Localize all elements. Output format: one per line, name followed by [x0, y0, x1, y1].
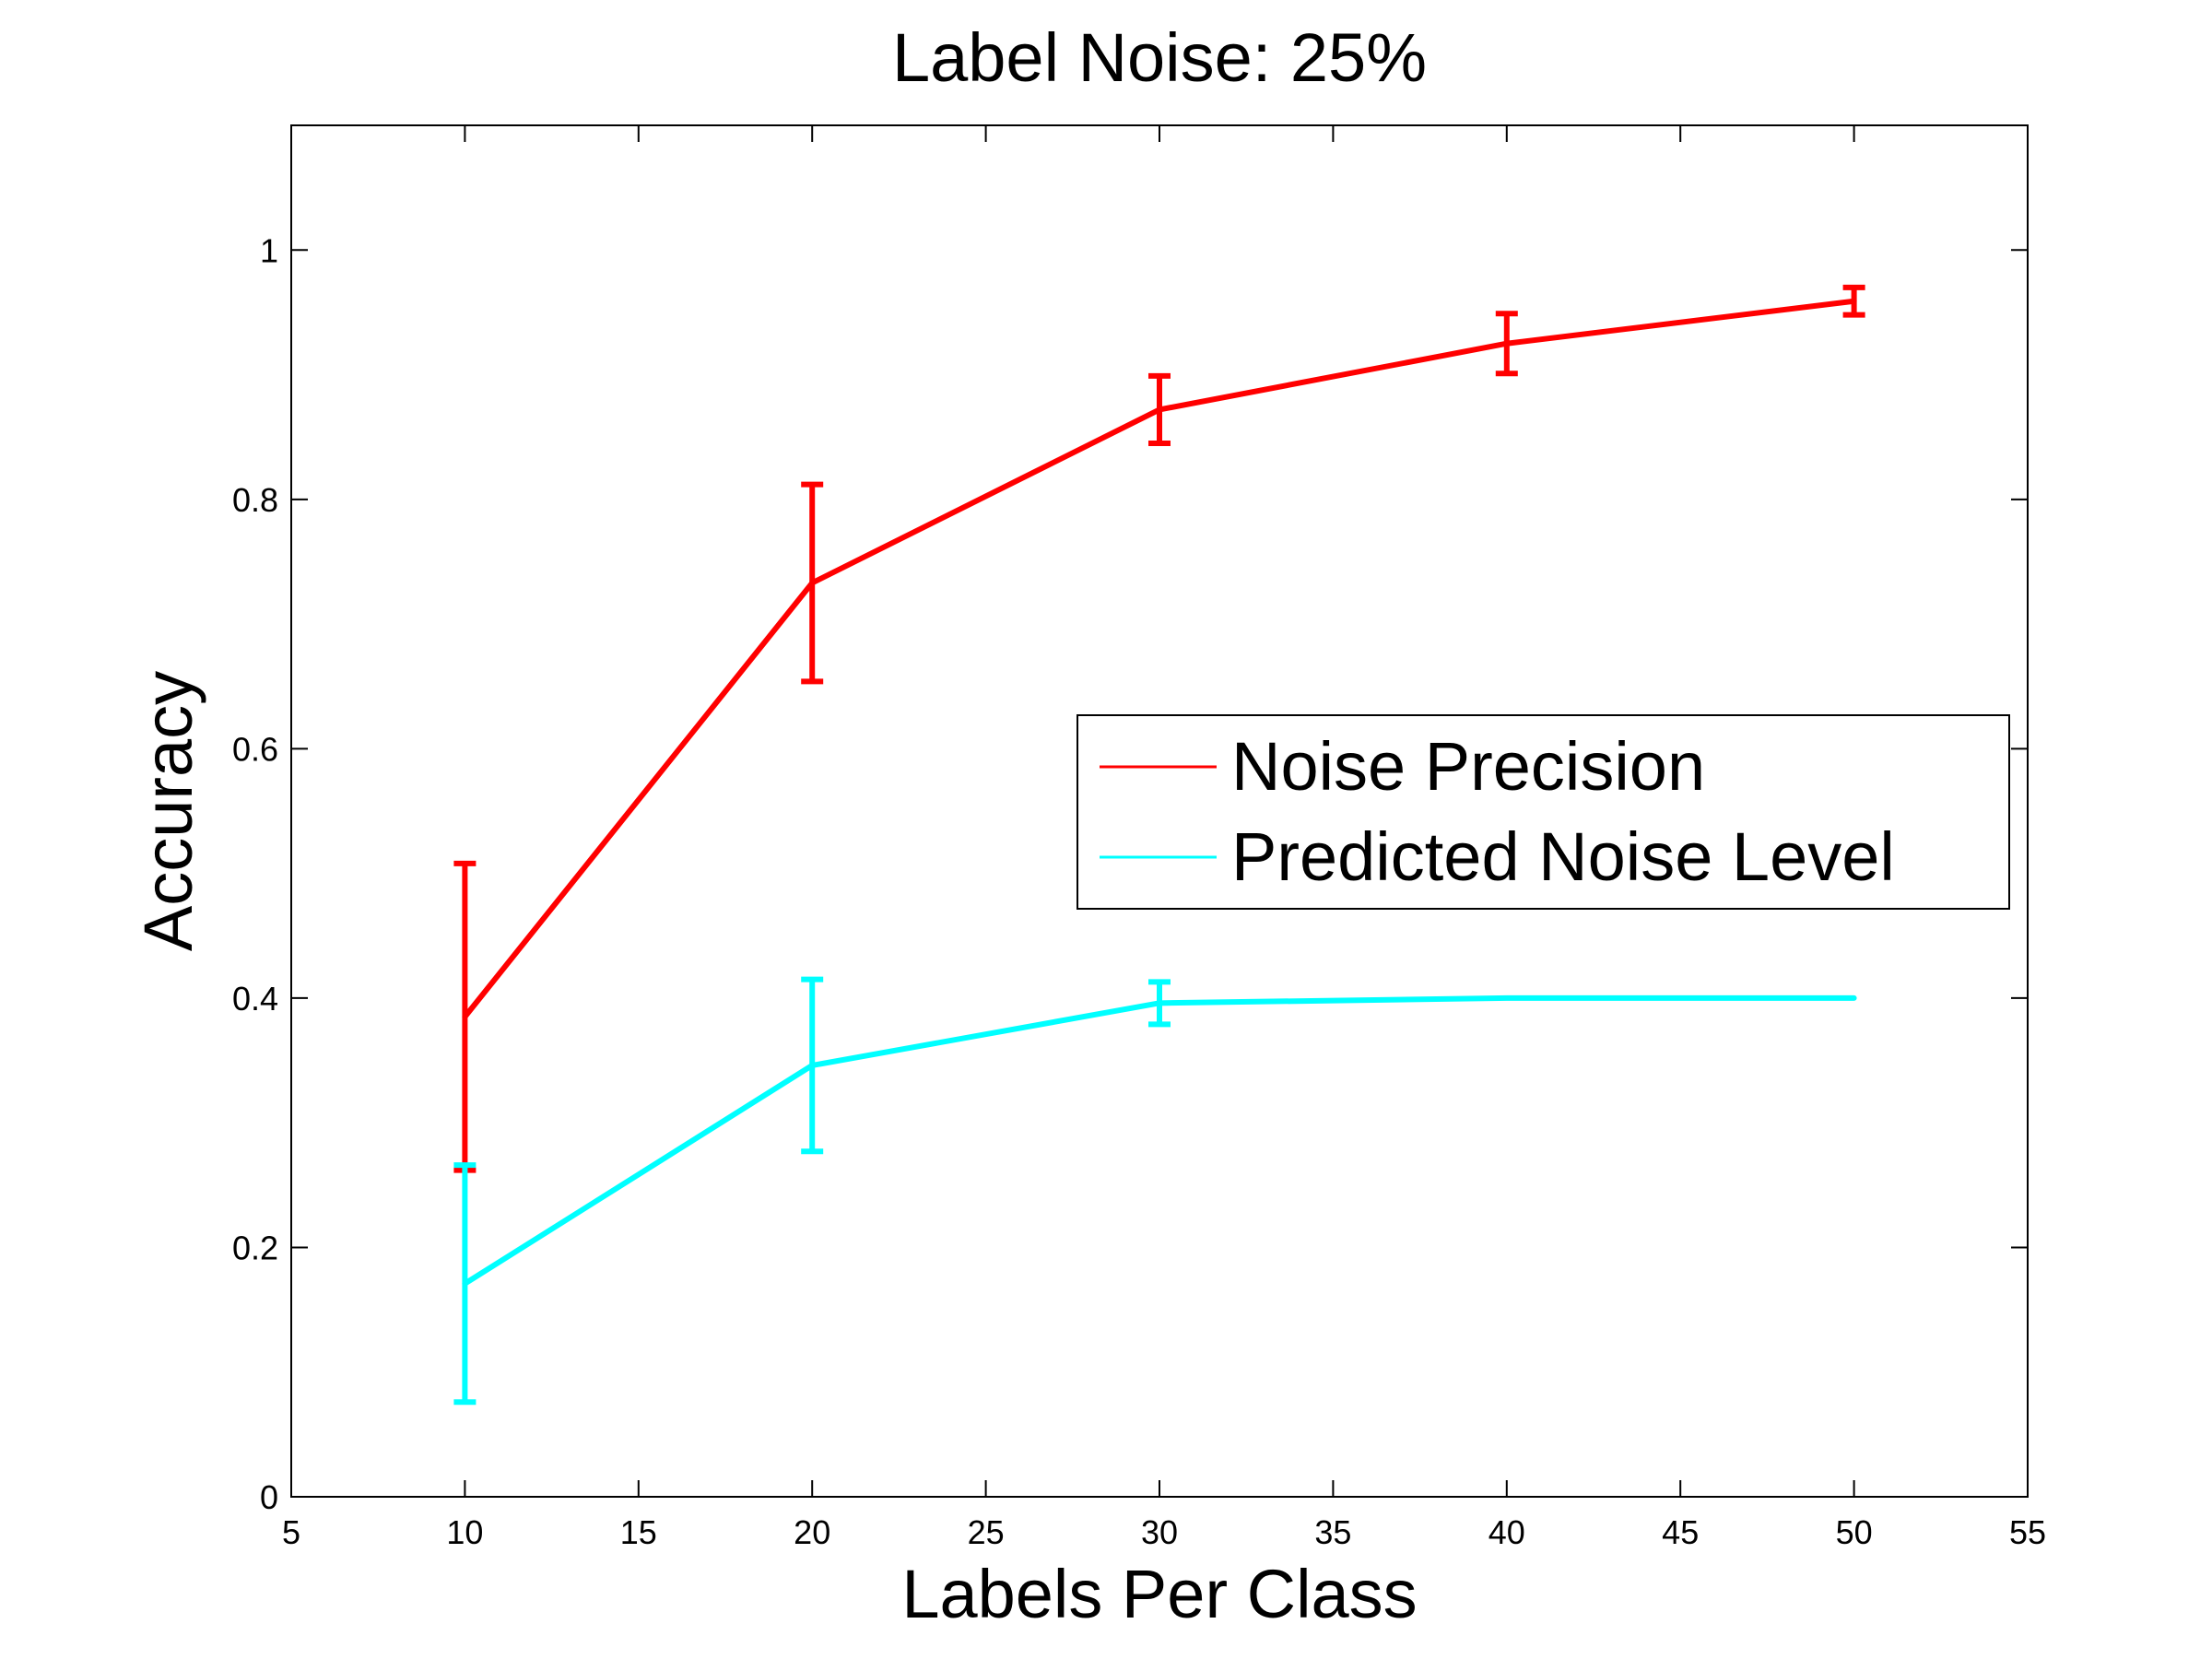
x-tick-label: 25	[968, 1513, 1005, 1551]
y-tick-label: 1	[260, 231, 278, 269]
x-tick-label: 40	[1488, 1513, 1525, 1551]
error-bar	[801, 481, 824, 685]
y-axis-label: Accuracy	[130, 671, 206, 951]
series-predicted-noise-level	[453, 976, 1857, 1406]
chart-title: Label Noise: 25%	[892, 19, 1427, 96]
y-tick-label: 0.4	[232, 980, 278, 1018]
legend-box	[1077, 714, 2010, 910]
series-layer	[453, 284, 1865, 1406]
y-tick-label: 0.2	[232, 1229, 278, 1266]
error-bar	[453, 1162, 477, 1406]
x-tick-label: 30	[1141, 1513, 1178, 1551]
x-tick-label: 35	[1314, 1513, 1351, 1551]
legend-label-noise-precision: Noise Precision	[1231, 728, 1705, 805]
x-tick-label: 45	[1662, 1513, 1699, 1551]
x-tick-labels: 5 10 15 20 25 30 35 40 45 50 55	[282, 1513, 2046, 1551]
x-tick-label: 50	[1836, 1513, 1873, 1551]
x-tick-label: 10	[446, 1513, 483, 1551]
y-tick-labels: 0 0.2 0.4 0.6 0.8 1	[232, 231, 278, 1516]
error-bar	[801, 976, 824, 1155]
legend: Noise Precision Predicted Noise Level	[1077, 714, 2010, 910]
y-tick-label: 0.8	[232, 481, 278, 519]
legend-label-predicted-noise-level: Predicted Noise Level	[1231, 818, 1895, 895]
x-axis-label: Labels Per Class	[901, 1556, 1417, 1632]
error-bar	[1842, 284, 1865, 318]
x-tick-label: 20	[794, 1513, 830, 1551]
y-tick-label: 0.6	[232, 730, 278, 768]
y-tick-label: 0	[260, 1478, 278, 1516]
x-tick-label: 55	[2009, 1513, 2046, 1551]
x-tick-label: 15	[620, 1513, 657, 1551]
x-tick-label: 5	[282, 1513, 300, 1551]
error-bar	[1495, 311, 1518, 377]
axis-ticks	[290, 125, 2029, 1498]
error-bar	[1148, 979, 1171, 1028]
error-bar	[1148, 372, 1171, 446]
